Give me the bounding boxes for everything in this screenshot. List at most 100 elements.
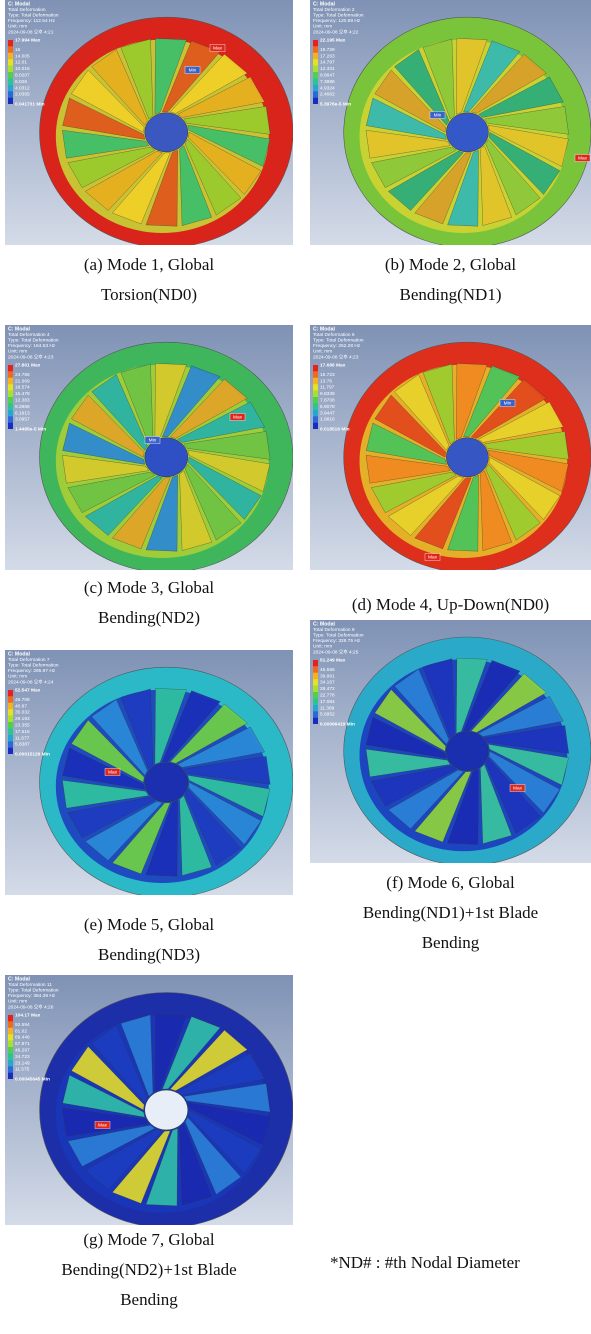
render-header: Unit: mm — [313, 24, 332, 30]
legend-label: 9.8647 — [320, 72, 335, 78]
render-header: Frequency: 262.28 Hz — [313, 343, 361, 349]
caption-line: Bending — [5, 1285, 293, 1315]
legend-swatch — [313, 391, 318, 397]
render-header: Type: Total Deformation — [313, 337, 364, 343]
render-header: Type: Total Deformation — [313, 632, 364, 638]
legend-label: 0.041731 Min — [15, 101, 45, 107]
legend-swatch — [8, 690, 13, 696]
legend-label: 7.3986 — [320, 79, 335, 85]
legend-swatch — [8, 741, 13, 747]
render-header: Unit: mm — [8, 24, 27, 30]
render-header: Unit: mm — [8, 674, 27, 680]
legend-swatch — [313, 384, 318, 390]
render-header: Type: Total Deformation — [8, 12, 59, 18]
render-header: Type: Total Deformation — [8, 987, 59, 993]
legend-label: 6.1913 — [15, 410, 30, 416]
caption: (d) Mode 4, Up-Down(ND0) — [310, 590, 591, 620]
legend-label: 81.02 — [15, 1028, 27, 1034]
legend-label: 45.555 — [320, 667, 335, 673]
legend-swatch — [313, 686, 318, 692]
render-header: Unit: mm — [313, 644, 332, 650]
legend-swatch — [313, 673, 318, 679]
legend-label: 16 — [15, 47, 21, 53]
legend-label: 69.446 — [15, 1035, 30, 1041]
legend-swatch — [313, 378, 318, 384]
footnote: *ND# : #th Nodal Diameter — [330, 1253, 520, 1273]
legend-swatch — [8, 397, 13, 403]
marker-label: Max — [233, 414, 243, 420]
legend-label: 10.015 — [15, 66, 30, 72]
legend-swatch — [8, 378, 13, 384]
legend-swatch — [8, 72, 13, 78]
legend-label: 17.994 Max — [15, 37, 41, 43]
legend-swatch — [8, 716, 13, 722]
legend-label: 12.331 — [320, 66, 335, 72]
caption: (a) Mode 1, GlobalTorsion(ND0) — [5, 250, 293, 310]
legend-swatch — [313, 72, 318, 78]
legend-swatch — [8, 709, 13, 715]
legend-label: 52.547 Max — [15, 687, 41, 693]
legend-swatch — [313, 98, 318, 104]
legend-swatch — [8, 403, 13, 409]
legend-label: 22.195 Max — [320, 37, 346, 43]
legend-label: 4.9324 — [320, 85, 335, 91]
legend-label: 12.383 — [15, 397, 30, 403]
legend-swatch — [8, 91, 13, 97]
legend-swatch — [313, 660, 318, 666]
legend-swatch — [8, 391, 13, 397]
legend-swatch — [313, 66, 318, 72]
legend-swatch — [313, 46, 318, 52]
legend-swatch — [8, 85, 13, 91]
legend-swatch — [313, 705, 318, 711]
marker-label: Max — [428, 554, 438, 560]
legend-swatch — [8, 98, 13, 104]
render-header: Frequency: 364.39 Hz — [8, 993, 56, 999]
mode-shape-render: C: ModalTotal Deformation 4Type: Total D… — [5, 325, 293, 570]
legend-label: 18.574 — [15, 385, 30, 391]
legend-swatch — [313, 692, 318, 698]
legend-swatch — [8, 78, 13, 84]
render-header: Type: Total Deformation — [8, 662, 59, 668]
legend-label: 40.87 — [15, 703, 27, 709]
legend-swatch — [313, 85, 318, 91]
marker-label: Max — [513, 785, 523, 791]
legend-label: 0.018516 Min — [320, 426, 350, 432]
legend-swatch — [8, 728, 13, 734]
legend-label: 3.9447 — [320, 410, 335, 416]
render-header: 2024-09-08 오후 4:23 — [8, 354, 54, 360]
render-header: Total Deformation 4 — [8, 332, 50, 338]
render-header: Total Deformation 9 — [313, 627, 355, 633]
legend-label: 3.0957 — [15, 417, 30, 423]
legend-swatch — [313, 40, 318, 46]
legend-label: 17.686 Max — [320, 362, 346, 368]
render-header: Frequency: 295.97 Hz — [8, 668, 56, 674]
legend-label: 2.4662 — [320, 92, 335, 98]
marker-label: Max — [98, 1122, 108, 1128]
legend-swatch — [8, 410, 13, 416]
hub — [145, 1090, 188, 1130]
render-header: 2024-09-08 오후 4:21 — [8, 29, 54, 35]
legend-label: 9.8339 — [320, 391, 335, 397]
legend-label: 23.355 — [15, 722, 30, 728]
legend-label: 46.708 — [15, 697, 30, 703]
legend-label: 104.17 Max — [15, 1012, 41, 1018]
legend-label: 6.026 — [15, 79, 27, 85]
legend-swatch — [313, 365, 318, 371]
hub — [446, 438, 488, 477]
render-header: C: Modal — [8, 976, 30, 982]
legend-swatch — [8, 703, 13, 709]
legend-swatch — [8, 1073, 13, 1079]
marker-label: Min — [504, 400, 512, 406]
render-header: C: Modal — [8, 651, 30, 657]
legend-swatch — [8, 423, 13, 429]
legend-label: 92.594 — [15, 1022, 30, 1028]
caption-line: (g) Mode 7, Global — [5, 1225, 293, 1255]
legend-label: 17.084 — [320, 699, 335, 705]
mode-shape-render: C: ModalTotal Deformation 2Type: Total D… — [310, 0, 591, 245]
render-header: 2024-09-08 오후 4:25 — [313, 649, 359, 655]
legend-swatch — [313, 410, 318, 416]
legend-swatch — [313, 59, 318, 65]
